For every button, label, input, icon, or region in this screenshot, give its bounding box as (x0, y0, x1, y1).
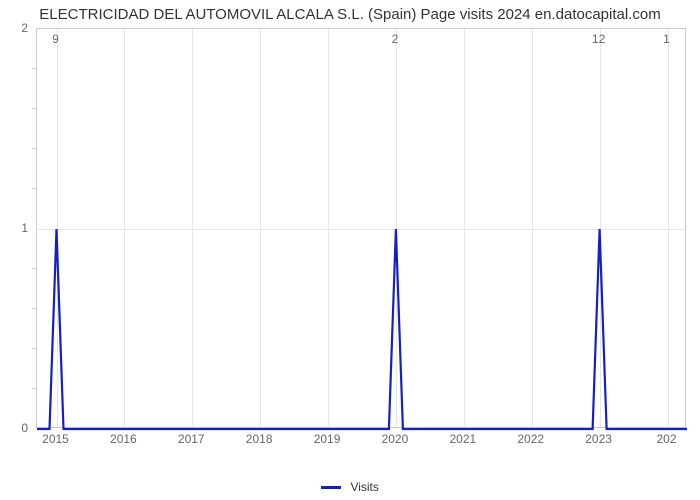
x-tick-label: 2015 (42, 432, 69, 446)
legend: Visits (0, 480, 700, 494)
chart-container: 012 201520162017201820192020202120222023… (36, 28, 686, 448)
x-top-label: 9 (52, 32, 59, 46)
x-tick-label: 2020 (382, 432, 409, 446)
y-tick-label: 0 (21, 421, 28, 435)
y-tick-label: 2 (21, 21, 28, 35)
chart-title: ELECTRICIDAD DEL AUTOMOVIL ALCALA S.L. (… (0, 0, 700, 23)
legend-swatch (321, 486, 341, 489)
x-top-label: 12 (592, 32, 605, 46)
y-tick-label: 1 (21, 221, 28, 235)
visits-line-series (37, 29, 687, 429)
x-tick-label: 2021 (449, 432, 476, 446)
x-tick-label: 202 (656, 432, 676, 446)
x-tick-label: 2019 (314, 432, 341, 446)
x-tick-label: 2017 (178, 432, 205, 446)
x-tick-label: 2023 (585, 432, 612, 446)
x-tick-label: 2018 (246, 432, 273, 446)
x-top-label: 2 (392, 32, 399, 46)
plot-area (36, 28, 686, 428)
x-top-label: 1 (663, 32, 670, 46)
legend-label: Visits (350, 480, 378, 494)
x-tick-label: 2022 (517, 432, 544, 446)
x-tick-label: 2016 (110, 432, 137, 446)
